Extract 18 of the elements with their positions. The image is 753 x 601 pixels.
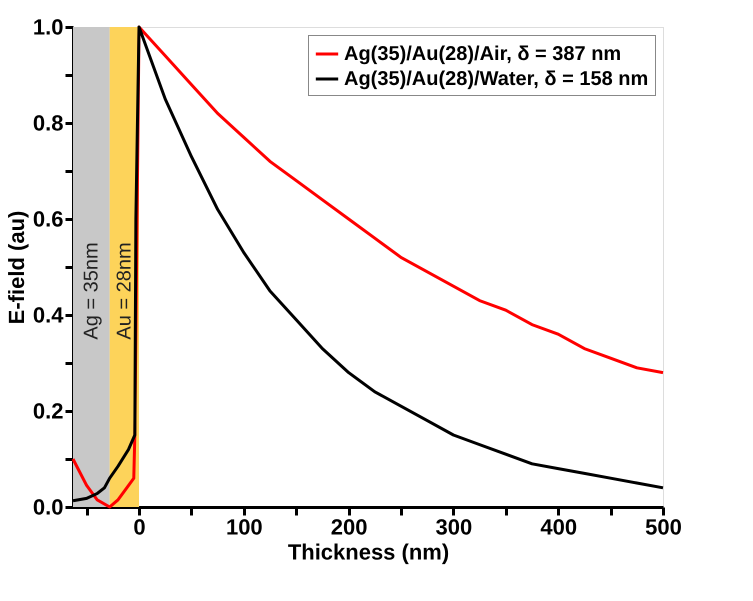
x-tick-label: 300 (436, 514, 472, 540)
x-axis-title: Thickness (nm) (288, 540, 450, 564)
y-tick-label: 0.2 (32, 398, 64, 424)
band-label: Au = 28nm (113, 242, 136, 340)
x-tick-label: 200 (330, 514, 368, 540)
y-tick-label: 0.8 (32, 110, 64, 136)
band-label: Ag = 35nm (80, 242, 102, 340)
y-tick-label: 1.0 (32, 14, 64, 40)
x-tick-label: 500 (645, 514, 682, 540)
legend-label: Ag(35)/Au(28)/Air, δ = 387 nm (344, 43, 622, 65)
y-axis-title: E-field (au) (4, 210, 29, 324)
x-tick-label: 100 (226, 514, 263, 540)
x-tick-label: 400 (540, 514, 578, 540)
y-tick-label: 0.4 (32, 302, 64, 328)
y-tick-label: 0.0 (32, 494, 64, 520)
legend-label: Ag(35)/Au(28)/Water, δ = 158 nm (344, 68, 648, 90)
y-tick-label: 0.6 (32, 206, 64, 232)
x-tick-label: 0 (133, 514, 146, 540)
